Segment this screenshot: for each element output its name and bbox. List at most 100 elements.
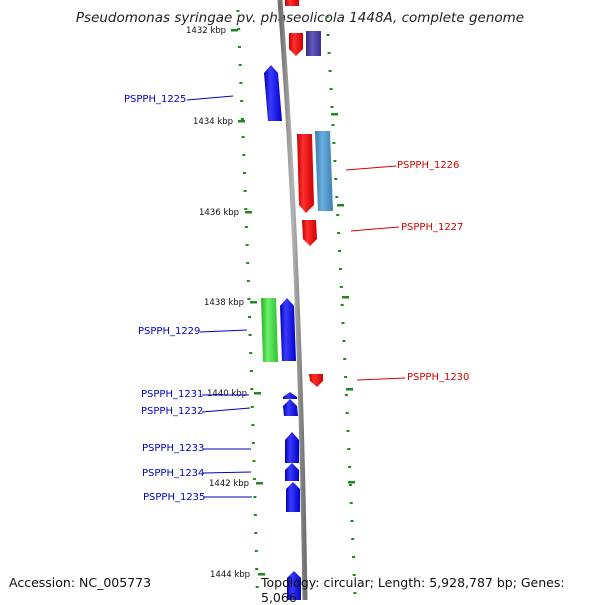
kbp-tick [250, 301, 257, 304]
minor-tick [253, 496, 257, 498]
gene-labels: PSPPH_1225 PSPPH_1226 PSPPH_1227 PSPPH_1… [124, 94, 469, 503]
gene-label-pspph-1226[interactable]: PSPPH_1226 [397, 160, 459, 171]
minor-tick [334, 178, 338, 180]
gene-arrow-pspph-1227[interactable] [302, 220, 317, 246]
gene-label-pspph-1230[interactable]: PSPPH_1230 [407, 372, 469, 383]
minor-tick [341, 322, 345, 324]
minor-tick [252, 478, 256, 480]
rna-feature-purple[interactable] [306, 31, 321, 56]
gene-arrow-pspph-1226[interactable] [297, 134, 314, 213]
minor-tick [238, 64, 242, 66]
minor-tick [239, 82, 243, 84]
forward-strand-features [261, 65, 301, 600]
gene-arrow-pspph-1233[interactable] [285, 432, 299, 463]
minor-tick [244, 208, 248, 210]
gene-label-pspph-1225[interactable]: PSPPH_1225 [124, 94, 186, 105]
minor-tick [338, 250, 341, 252]
gene-arrow-top-red[interactable] [285, 0, 299, 6]
gene-arrow-pspph-1235[interactable] [286, 482, 300, 512]
kbp-tick [348, 481, 355, 484]
minor-tick [327, 52, 331, 54]
minor-tick [328, 70, 332, 72]
minor-tick [326, 34, 330, 36]
gene-label-pspph-1231[interactable]: PSPPH_1231 [141, 389, 203, 400]
minor-tick [336, 214, 340, 216]
genome-backbone [277, 0, 308, 600]
leader-pspph-1229 [199, 329, 248, 333]
minor-tick [338, 268, 342, 270]
minor-tick [243, 172, 246, 174]
kbp-label: 1438 kbp [204, 298, 244, 308]
gene-label-pspph-1233[interactable]: PSPPH_1233 [142, 443, 204, 454]
gene-arrow-bottom-blue[interactable] [287, 571, 301, 600]
minor-tick [242, 154, 246, 156]
minor-tick [335, 196, 339, 198]
kbp-tick [231, 29, 238, 32]
minor-tick [249, 370, 253, 372]
kbp-tick [254, 392, 261, 395]
minor-tick [345, 412, 349, 414]
kbp-label: 1442 kbp [209, 479, 249, 489]
minor-tick [351, 538, 355, 540]
minor-tick [352, 556, 355, 558]
minor-tick [340, 304, 344, 306]
gene-label-pspph-1227[interactable]: PSPPH_1227 [401, 222, 463, 233]
minor-tick [253, 514, 257, 516]
leader-pspph-1234 [202, 471, 252, 474]
minor-tick [332, 142, 336, 144]
kbp-tick [245, 211, 252, 214]
kbp-label: 1440 kbp [207, 389, 247, 399]
gene-arrow-pspph-1230[interactable] [309, 374, 323, 387]
minor-tick [337, 232, 341, 234]
gene-arrow-pspph-1231[interactable] [283, 392, 297, 399]
kbp-major-ticks [231, 29, 355, 576]
gene-label-pspph-1235[interactable]: PSPPH_1235 [143, 492, 205, 503]
minor-tick [347, 448, 351, 450]
gene-label-pspph-1234[interactable]: PSPPH_1234 [142, 468, 204, 479]
kbp-tick [238, 120, 245, 123]
minor-tick [342, 340, 346, 342]
minor-tick [241, 136, 245, 138]
kbp-tick [331, 113, 338, 116]
minor-tick [245, 244, 249, 246]
kbp-label: 1444 kbp [210, 570, 250, 580]
minor-tick [344, 376, 348, 378]
minor-tick [333, 160, 337, 162]
minor-tick [254, 550, 258, 552]
minor-tick [255, 568, 259, 570]
minor-tick [353, 592, 357, 594]
green-feature-pspph-1229[interactable] [261, 298, 278, 362]
label-leaders [186, 95, 406, 498]
map-title: Pseudomonas syringae pv. phaseolicola 14… [75, 10, 525, 26]
gene-label-pspph-1229[interactable]: PSPPH_1229 [138, 326, 200, 337]
minor-tick [237, 28, 241, 30]
minor-tick [339, 286, 343, 288]
gene-arrow-pspph-1224[interactable] [289, 33, 303, 56]
minor-tick [244, 226, 248, 228]
minor-tick [252, 460, 256, 462]
minor-tick [246, 262, 250, 264]
minor-tick [250, 388, 254, 390]
kbp-tick [256, 482, 263, 485]
gene-arrow-pspph-1225[interactable] [264, 65, 282, 121]
leader-pspph-1232 [201, 407, 251, 413]
minor-tick [240, 100, 244, 102]
leader-pspph-1230 [356, 377, 406, 381]
minor-tick [238, 46, 241, 48]
rna-feature-pspph-1226[interactable] [315, 131, 333, 211]
minor-tick [348, 484, 352, 486]
gene-arrow-pspph-1229[interactable] [280, 298, 296, 361]
gene-arrow-pspph-1234[interactable] [285, 463, 299, 481]
minor-tick [254, 532, 258, 534]
kbp-tick [346, 388, 353, 391]
gene-label-pspph-1232[interactable]: PSPPH_1232 [141, 406, 203, 417]
minor-tick [251, 424, 255, 426]
minor-tick [243, 190, 247, 192]
kbp-label: 1432 kbp [186, 26, 226, 36]
accession-text: Accession: NC_005773 [9, 575, 152, 590]
gene-arrow-pspph-1232[interactable] [283, 399, 298, 416]
minor-tick [329, 88, 333, 90]
minor-tick [350, 520, 354, 522]
minor-tick [249, 352, 253, 354]
